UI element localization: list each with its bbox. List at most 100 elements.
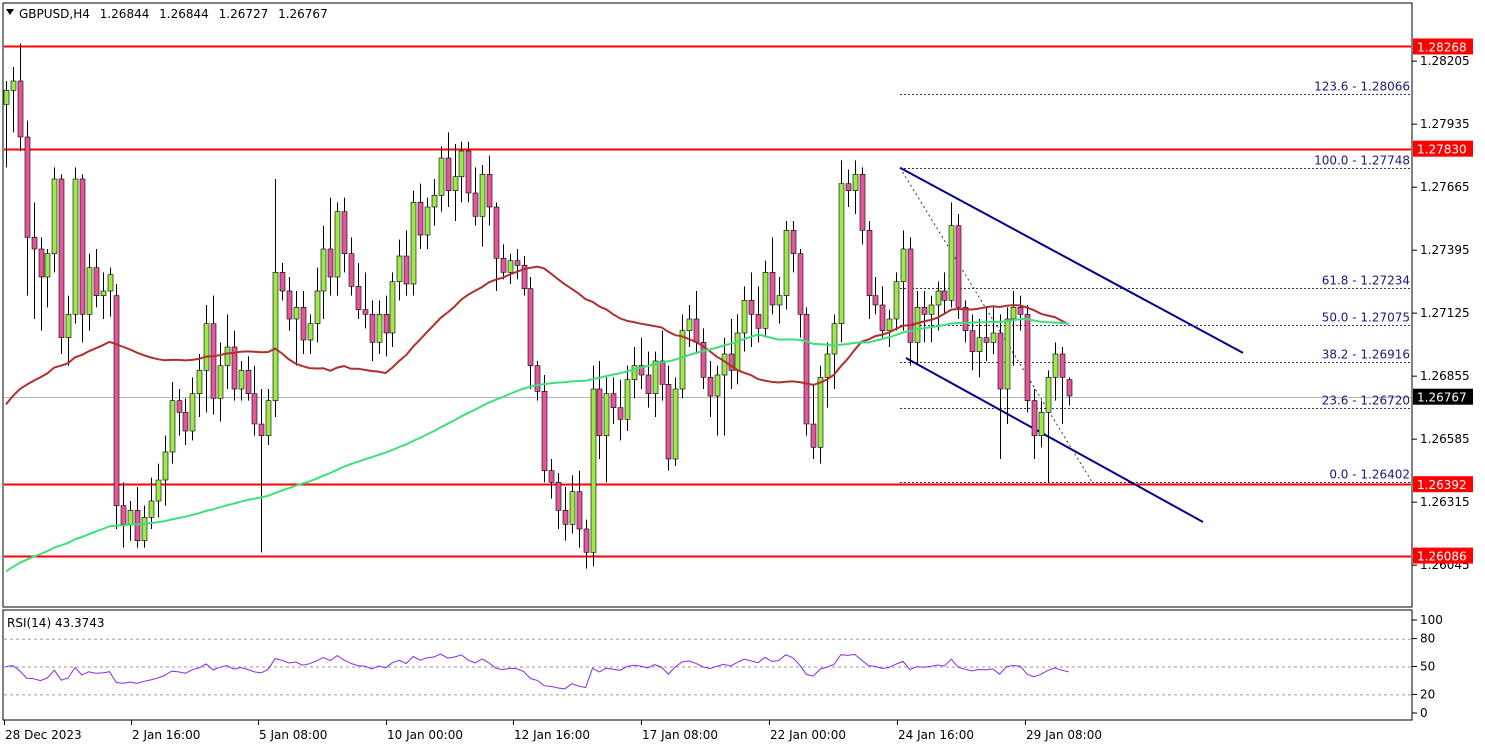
level-price-tag-label: 1.28268 [1417, 40, 1467, 54]
candle-body [527, 288, 534, 366]
candle-body [72, 178, 79, 315]
candle-body [417, 202, 424, 236]
candle-body [734, 332, 741, 371]
candle-body [638, 365, 645, 376]
ma-fast-line [5, 318, 1069, 573]
channel-lower-line[interactable] [905, 357, 1204, 523]
candle-body [645, 374, 652, 394]
ma-slow-line [5, 265, 1070, 405]
candle-body [569, 491, 576, 525]
level-price-tag [1413, 140, 1473, 157]
candle-body [879, 304, 886, 331]
candle-body [686, 318, 693, 331]
candle-body [355, 286, 362, 310]
candle-body [803, 314, 810, 425]
candle-body [327, 248, 334, 278]
time-tick-label: 5 Jan 08:00 [259, 728, 327, 742]
time-tick-label: 28 Dec 2023 [5, 728, 82, 742]
rsi-line [5, 653, 1069, 690]
candle-body [562, 510, 569, 525]
candle-body [362, 309, 369, 315]
rsi-pane [2, 609, 1413, 721]
candle-body [307, 323, 314, 341]
header-symbol: GBPUSD,H4 [19, 7, 90, 21]
time-tick-label: 12 Jan 16:00 [514, 728, 590, 742]
candle-body [541, 391, 548, 471]
candle-body [976, 337, 983, 352]
rsi-tick-label: 80 [1420, 632, 1435, 646]
candle-body [58, 178, 65, 338]
candle-body [79, 178, 86, 315]
candle-body [438, 157, 445, 196]
candle-body [700, 342, 707, 378]
candle-body [762, 272, 769, 329]
candle-body [44, 253, 51, 278]
rsi-tick-label: 20 [1420, 687, 1435, 701]
candle-body [286, 290, 293, 320]
candle-body [845, 183, 852, 191]
time-tick-label: 17 Jan 08:00 [642, 728, 718, 742]
rsi-label: RSI(14) 43.3743 [7, 616, 105, 630]
candle-body [314, 290, 321, 324]
candle-body [997, 332, 1004, 390]
candle-body [465, 150, 472, 194]
candle-body [383, 314, 390, 334]
candle-body [245, 370, 252, 394]
fib-level-label: 100.0 - 1.27748 [1314, 154, 1410, 168]
candle-body [107, 274, 114, 292]
fib-level-label: 23.6 - 1.26720 [1322, 394, 1410, 408]
candle-body [872, 295, 879, 306]
fib-level-label: 123.6 - 1.28066 [1314, 80, 1410, 94]
candle-body [251, 393, 258, 425]
candle-body [265, 400, 272, 436]
candle-body [1059, 353, 1066, 378]
candle-body [714, 374, 721, 397]
level-price-tag [1413, 547, 1473, 564]
header: GBPUSD,H4 1.26844 1.26844 1.26727 1.2676… [6, 7, 328, 21]
candle-body [279, 272, 286, 292]
candle-body [196, 370, 203, 394]
price-tick-label: 1.27665 [1420, 180, 1470, 194]
candle-body [555, 482, 562, 511]
candle-body [238, 370, 245, 390]
price-tick-label: 1.27395 [1420, 243, 1470, 257]
candle-body [134, 510, 141, 541]
price-tick-label: 1.27125 [1420, 306, 1470, 320]
candle-body [155, 479, 162, 502]
candle-body [859, 174, 866, 231]
candle-body [900, 248, 907, 282]
candle-body [583, 528, 590, 553]
candle-body [590, 388, 597, 553]
candle-body [596, 388, 603, 436]
candle-body [17, 80, 24, 138]
candle-body [783, 230, 790, 296]
candle-body [113, 295, 120, 506]
candle-body [3, 90, 10, 105]
candle-body [576, 491, 583, 530]
candle-body [1038, 412, 1045, 436]
candle-body [182, 412, 189, 432]
candle-body [914, 307, 921, 343]
candle-body [458, 150, 465, 177]
candle-body [893, 281, 900, 320]
candle-body [776, 295, 783, 306]
candle-body [376, 314, 383, 343]
candle-body [921, 307, 928, 315]
candle-body [486, 174, 493, 208]
candle-body [452, 176, 459, 191]
time-tick-label: 22 Jan 00:00 [770, 728, 846, 742]
candle-body [10, 80, 17, 91]
candle-body [65, 314, 72, 338]
candle-body [348, 253, 355, 287]
candle-body [341, 211, 348, 254]
time-tick-label: 2 Jan 16:00 [132, 728, 200, 742]
candle-body [86, 267, 93, 315]
candle-body [31, 237, 38, 250]
candle-body [769, 272, 776, 306]
channel-upper-line[interactable] [899, 166, 1244, 354]
candle-body [514, 260, 521, 266]
dropdown-triangle-icon[interactable] [6, 9, 14, 15]
candle-body [396, 255, 403, 282]
